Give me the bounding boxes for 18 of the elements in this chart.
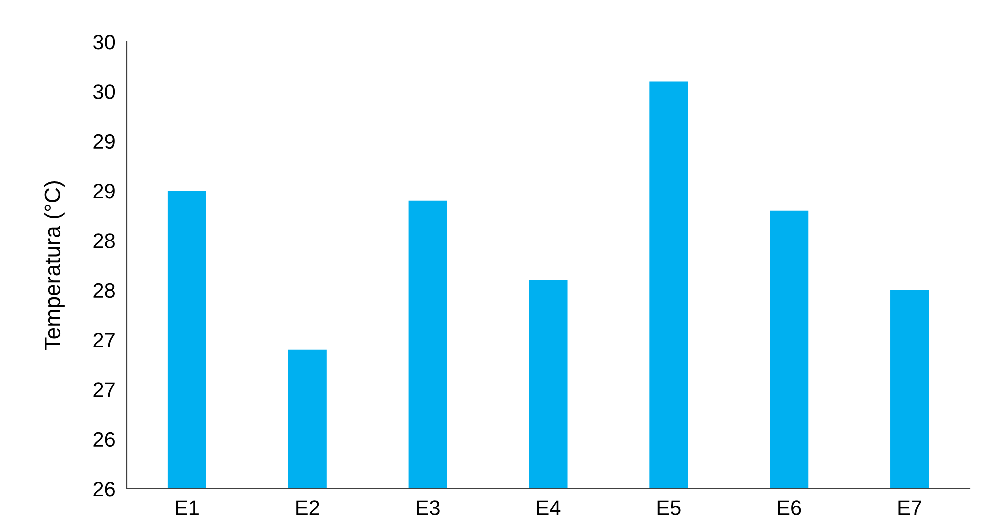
x-tick-label: E1 <box>176 500 199 516</box>
y-axis-title: Temperatura (°C) <box>44 182 65 350</box>
x-tick-label: E6 <box>778 500 802 516</box>
y-tick-label: 26 <box>94 432 115 448</box>
y-tick-label: 28 <box>94 283 115 298</box>
y-tick-label: 29 <box>94 184 115 199</box>
x-tick-label: E4 <box>537 500 561 516</box>
y-tick-label: 30 <box>94 84 116 100</box>
y-tick-label: 26 <box>94 482 115 497</box>
y-tick-label: 29 <box>94 134 115 150</box>
y-tick-label: 27 <box>94 333 115 348</box>
y-tick-label: 27 <box>94 382 115 398</box>
x-tick-label: E3 <box>417 500 440 516</box>
y-tick-label: 28 <box>94 234 115 248</box>
x-tick-label: E7 <box>898 500 922 516</box>
x-tick-label: E2 <box>296 500 320 516</box>
x-tick-label: E5 <box>658 500 681 516</box>
y-tick-label: 30 <box>94 35 116 50</box>
